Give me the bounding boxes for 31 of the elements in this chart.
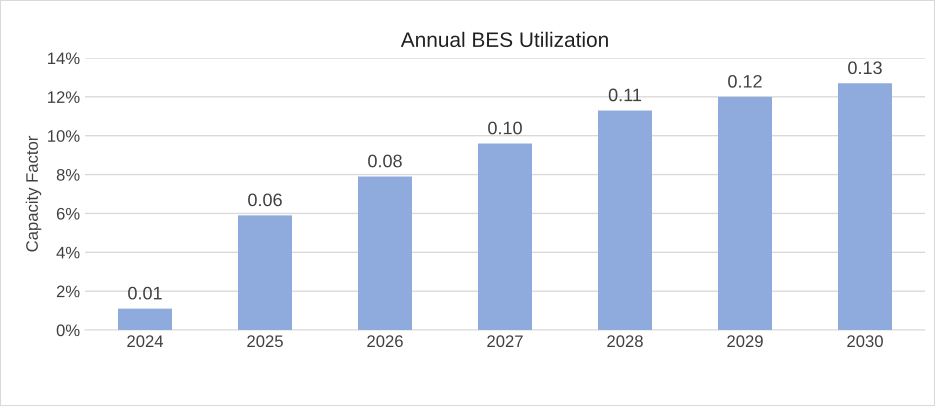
y-tick-label: 4% [56,246,80,258]
bar [838,83,892,330]
data-label: 0.12 [728,74,762,88]
x-tick-label: 2026 [367,335,403,348]
bar [478,143,532,330]
bar [598,110,652,330]
data-label: 0.06 [248,193,282,206]
y-tick-label: 2% [56,286,80,298]
x-tick-label: 2024 [127,335,164,348]
data-label: 0.10 [488,122,522,134]
bar [118,308,172,330]
y-tick-label: 14% [48,52,80,64]
data-label: 0.13 [848,61,882,74]
chart-title: Annual BES Utilization [400,32,608,48]
y-tick-label: 10% [48,130,80,142]
bar [358,176,412,330]
y-tick-label: 8% [56,168,80,181]
data-label: 0.11 [608,88,642,102]
y-tick-label: 0% [56,324,80,336]
data-label: 0.01 [128,286,162,300]
x-tick-label: 2029 [727,335,763,348]
x-tick-label: 2025 [247,335,283,348]
x-tick-label: 2028 [607,335,643,348]
y-axis-title: Capacity Factor [26,136,42,252]
x-tick-label: 2027 [487,335,523,348]
data-label: 0.08 [368,154,402,168]
bar [718,96,772,330]
bar [238,215,292,330]
x-tick-label: 2030 [847,335,883,348]
y-tick-label: 6% [56,208,80,220]
y-tick-label: 12% [48,91,80,103]
